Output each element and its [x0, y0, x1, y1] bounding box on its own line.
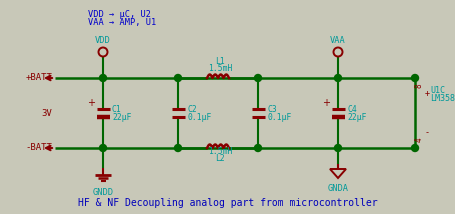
Text: L2: L2	[215, 154, 225, 163]
Text: C1: C1	[112, 104, 122, 113]
Text: +: +	[322, 98, 330, 108]
Circle shape	[334, 74, 342, 82]
Text: 1.5mH: 1.5mH	[208, 147, 232, 156]
Text: 0.1μF: 0.1μF	[187, 113, 212, 122]
Text: C3: C3	[267, 104, 277, 113]
Circle shape	[254, 74, 262, 82]
Text: -: -	[425, 128, 430, 138]
Text: 4: 4	[415, 138, 424, 142]
Circle shape	[100, 144, 106, 152]
Text: VAA → AMP, U1: VAA → AMP, U1	[88, 18, 156, 27]
Text: C2: C2	[187, 104, 197, 113]
Text: C4: C4	[347, 104, 357, 113]
Text: VDD → μC, U2: VDD → μC, U2	[88, 10, 151, 19]
Text: 0.1μF: 0.1μF	[267, 113, 291, 122]
Text: U1C: U1C	[430, 86, 445, 95]
Circle shape	[100, 74, 106, 82]
Text: 22μF: 22μF	[112, 113, 131, 122]
Text: +: +	[425, 89, 430, 98]
Circle shape	[334, 144, 342, 152]
Circle shape	[175, 74, 182, 82]
Text: GNDA: GNDA	[328, 184, 349, 193]
Text: +: +	[87, 98, 95, 108]
Circle shape	[254, 144, 262, 152]
Text: 3V: 3V	[41, 108, 52, 117]
Circle shape	[175, 144, 182, 152]
Text: L1: L1	[215, 57, 225, 66]
Circle shape	[411, 74, 419, 82]
Text: LM358: LM358	[430, 94, 455, 103]
Text: VAA: VAA	[330, 36, 346, 45]
Text: 22μF: 22μF	[347, 113, 366, 122]
Text: VDD: VDD	[95, 36, 111, 45]
Text: GNDD: GNDD	[92, 188, 113, 197]
Text: 1.5mH: 1.5mH	[208, 64, 232, 73]
Text: +BATT: +BATT	[25, 73, 52, 83]
Text: -BATT: -BATT	[25, 144, 52, 153]
Text: HF & NF Decoupling analog part from microcontroller: HF & NF Decoupling analog part from micr…	[78, 198, 378, 208]
Text: 8: 8	[415, 84, 424, 88]
Circle shape	[411, 144, 419, 152]
